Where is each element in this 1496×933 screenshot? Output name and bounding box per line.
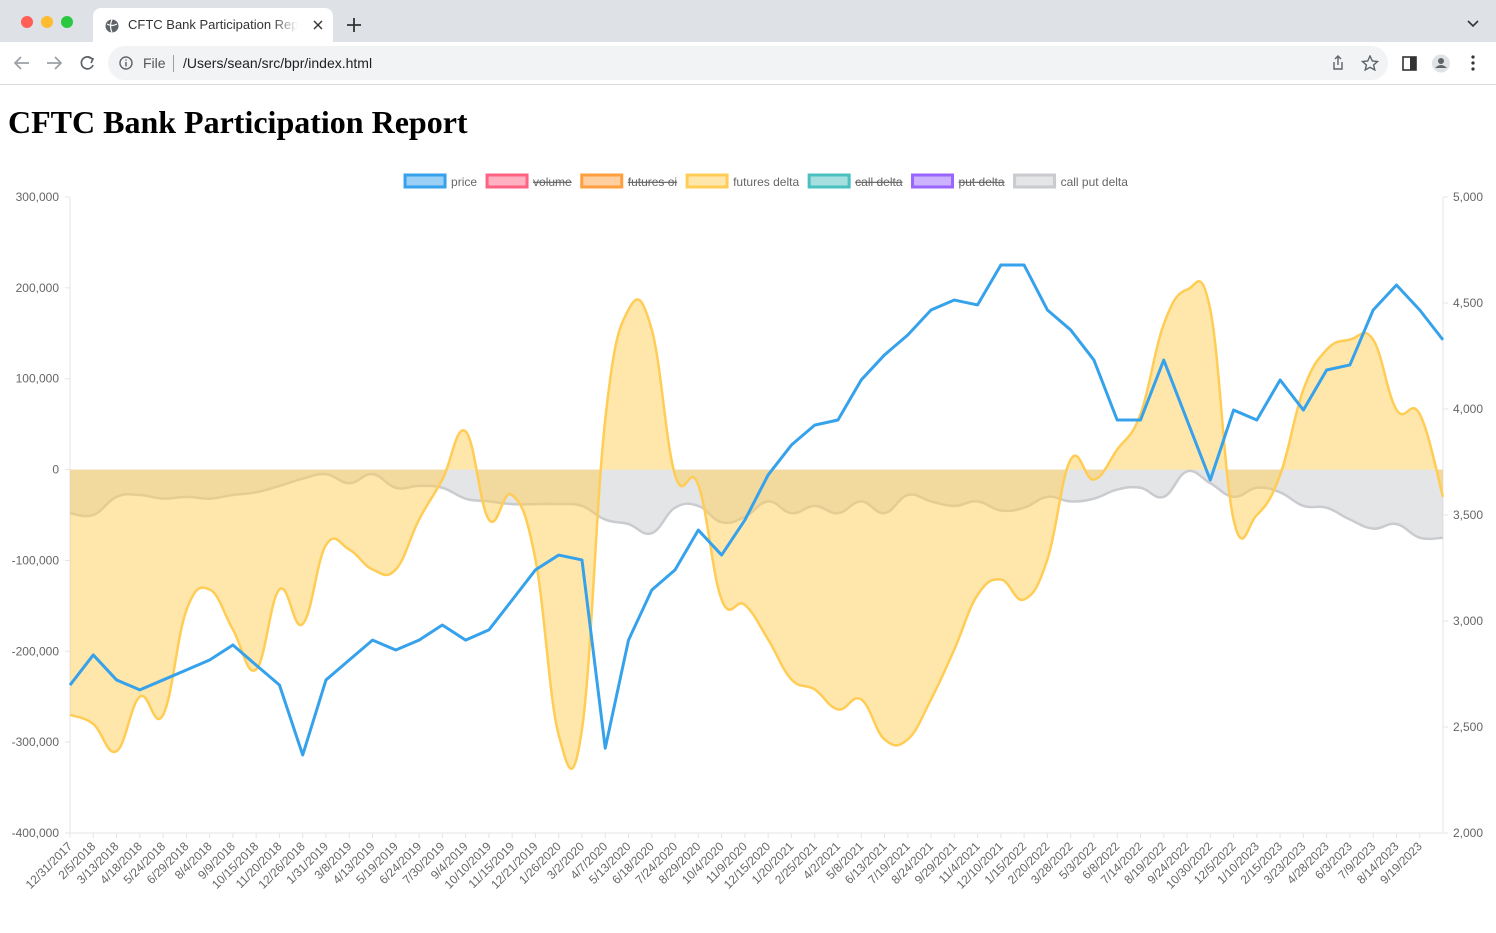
new-tab[interactable]	[346, 17, 362, 33]
y-tick-label: -400,000	[12, 826, 60, 840]
legend-swatch	[485, 173, 529, 189]
legend-label: volume	[533, 175, 572, 189]
legend-item[interactable]: futures oi	[580, 173, 677, 189]
legend-item[interactable]: call delta	[807, 173, 903, 189]
address-bar[interactable]: File /Users/sean/src/bpr/index.html	[108, 46, 1388, 80]
legend-swatch	[685, 173, 729, 189]
legend-item[interactable]: call put delta	[1013, 173, 1129, 189]
toolbar: File /Users/sean/src/bpr/index.html	[0, 42, 1496, 85]
legend-item[interactable]: put delta	[911, 173, 1005, 189]
tab[interactable]: CFTC Bank Participation Report	[93, 8, 333, 42]
y2-tick-label: 5,000	[1453, 190, 1483, 204]
legend-swatch	[580, 173, 624, 189]
url: /Users/sean/src/bpr/index.html	[183, 55, 373, 71]
legend-label: put delta	[959, 175, 1005, 189]
chart: -400,000 -300,000 -200,000 -100,000 0 100,000…	[12, 173, 1483, 892]
legend-item[interactable]: volume	[485, 173, 572, 189]
legend-swatch	[1013, 173, 1057, 189]
url-scheme: File	[143, 55, 166, 71]
series-layer	[69, 280, 1445, 770]
legend-swatch	[403, 173, 447, 189]
nav-buttons[interactable]	[12, 54, 108, 72]
legend-swatch	[911, 173, 955, 189]
y-tick-label: 200,000	[16, 281, 60, 295]
site-info[interactable]	[119, 56, 133, 70]
area	[70, 281, 1443, 769]
legend-label: call put delta	[1061, 175, 1129, 189]
tab-title: CFTC Bank Participation Report	[128, 17, 298, 32]
y2-tick-label: 2,000	[1453, 826, 1483, 840]
y-tick-label: 0	[52, 463, 59, 477]
window-controls[interactable]	[0, 0, 90, 42]
page-heading: CFTC Bank Participation Report	[8, 104, 468, 140]
y-tick-label: 100,000	[16, 372, 60, 386]
y2-tick-label: 3,000	[1453, 614, 1483, 628]
legend-label: futures delta	[733, 175, 799, 189]
chart-area: -400,000 -300,000 -200,000 -100,000 0 100,000…	[12, 173, 1483, 892]
legend-label: futures oi	[628, 175, 677, 189]
legend-label: call delta	[855, 175, 903, 189]
separator	[173, 55, 174, 72]
y2-tick-label: 4,500	[1453, 296, 1483, 310]
legend-label: price	[451, 175, 477, 189]
series-layer	[68, 263, 1445, 757]
legend-swatch	[807, 173, 851, 189]
y-tick-label: 300,000	[16, 190, 60, 204]
browser-actions[interactable]	[1400, 54, 1482, 74]
tab-bar: CFTC Bank Participation Report	[0, 0, 1496, 42]
y-tick-label: -200,000	[12, 644, 60, 658]
legend-item[interactable]: price	[403, 173, 477, 189]
tab-search[interactable]	[1466, 19, 1480, 29]
omnibox-actions[interactable]	[1330, 55, 1380, 71]
y2-tick-label: 4,000	[1453, 402, 1483, 416]
line	[68, 263, 1445, 757]
legend-item[interactable]: futures delta	[685, 173, 799, 189]
y2-tick-label: 3,500	[1453, 508, 1483, 522]
y-tick-label: -300,000	[12, 735, 60, 749]
y-tick-label: -100,000	[12, 553, 60, 567]
y2-tick-label: 2,500	[1453, 720, 1483, 734]
line	[69, 280, 1445, 770]
tab-icon	[105, 19, 119, 33]
tab-close[interactable]	[312, 19, 324, 31]
